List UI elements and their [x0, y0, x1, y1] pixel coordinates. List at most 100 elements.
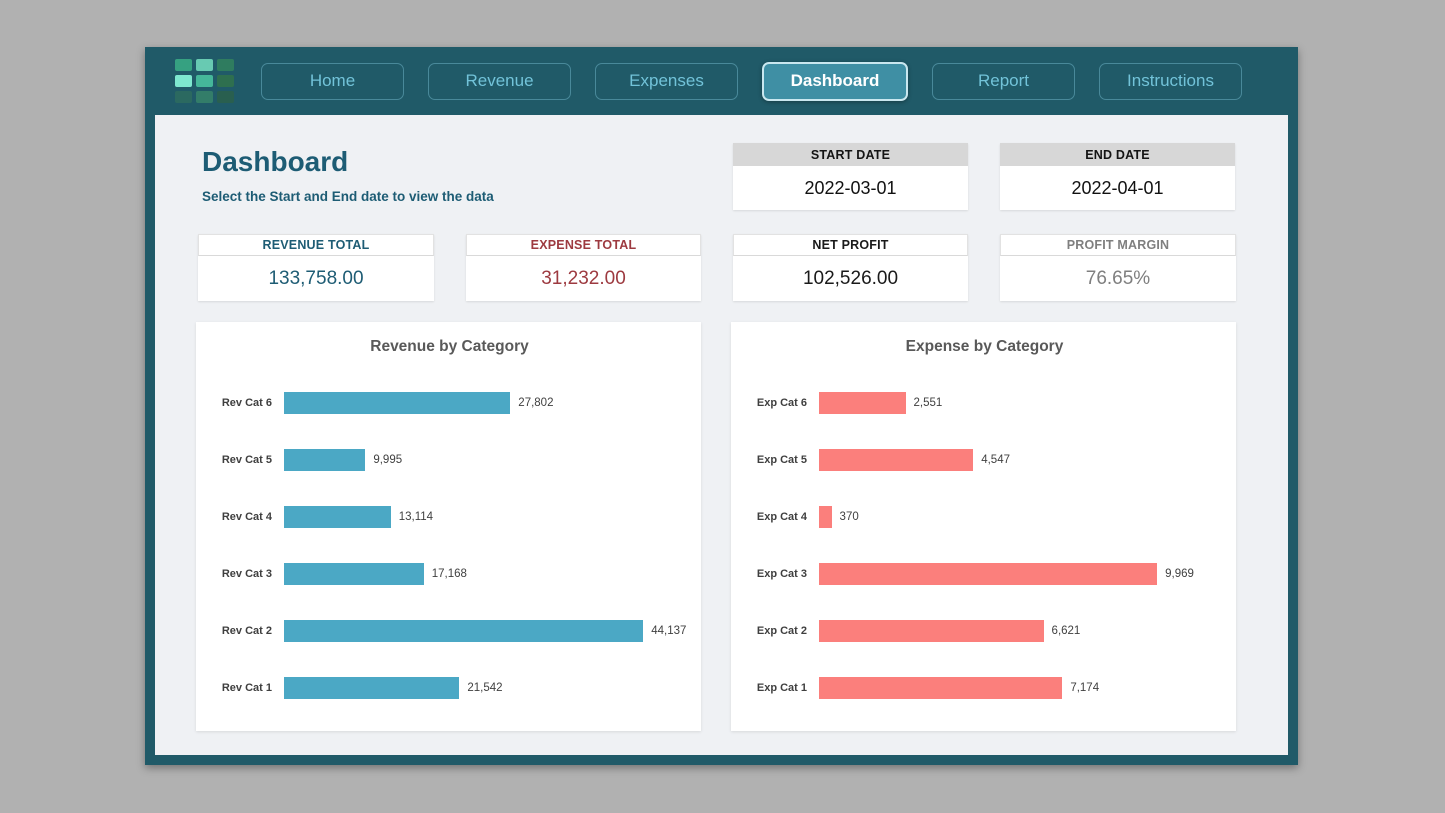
kpi-value: 133,758.00 [268, 267, 364, 289]
app-window: Home Revenue Expenses Dashboard Report Instru… [145, 47, 1298, 765]
end-date-input[interactable]: 2022-04-01 [1000, 166, 1235, 210]
logo-square [175, 75, 192, 87]
nav-button-group: Home Revenue Expenses Dashboard Report Instru… [237, 61, 1242, 101]
category-label: Rev Cat 4 [221, 510, 272, 523]
bar [819, 619, 1044, 642]
page-subtitle: Select the Start and End date to view th… [202, 189, 494, 204]
kpi-card-profit-margin: PROFIT MARGIN 76.65% [1000, 234, 1236, 301]
category-label: Rev Cat 1 [221, 681, 272, 694]
bar [284, 505, 391, 528]
chart-row: Exp Cat 5 4,547 [743, 431, 1226, 488]
bar-track: 4,547 [819, 448, 1226, 471]
chart-row: Exp Cat 4 370 [743, 488, 1226, 545]
chart-row: Rev Cat 2 44,137 [208, 602, 691, 659]
bar [819, 562, 1158, 585]
start-date-input[interactable]: 2022-03-01 [733, 166, 968, 210]
category-label: Rev Cat 2 [221, 624, 272, 637]
grid-logo-icon [175, 59, 234, 103]
chart-title: Expense by Category [905, 338, 1064, 355]
bar [819, 676, 1063, 699]
category-label: Exp Cat 4 [756, 510, 807, 523]
date-card-label: START DATE [733, 143, 968, 166]
navbar: Home Revenue Expenses Dashboard Report Instru… [145, 47, 1298, 115]
chart-row: Rev Cat 4 13,114 [208, 488, 691, 545]
kpi-value: 76.65% [1085, 267, 1151, 289]
chart-row: Rev Cat 3 17,168 [208, 545, 691, 602]
bar-value-label: 44,137 [651, 624, 687, 637]
nav-button-dashboard[interactable]: Dashboard [762, 61, 908, 101]
date-card-end: END DATE 2022-04-01 [1000, 143, 1235, 210]
logo-square [196, 59, 213, 71]
bar-value-label: 27,802 [518, 396, 554, 409]
chart-row: Exp Cat 1 7,174 [743, 659, 1226, 716]
logo-square [196, 91, 213, 103]
nav-button-report[interactable]: Report [932, 62, 1075, 100]
bar-value-label: 21,542 [467, 681, 503, 694]
bar [284, 391, 511, 414]
kpi-value: 31,232.00 [541, 267, 626, 289]
bar-track: 9,969 [819, 562, 1226, 585]
logo-square [217, 75, 234, 87]
category-label: Exp Cat 6 [756, 396, 807, 409]
category-label: Exp Cat 5 [756, 453, 807, 466]
category-label: Exp Cat 3 [756, 567, 807, 580]
nav-button-revenue[interactable]: Revenue [428, 62, 571, 100]
nav-button-expenses[interactable]: Expenses [595, 62, 738, 100]
bar [819, 505, 832, 528]
bar-value-label: 9,995 [373, 453, 403, 466]
logo-square [175, 59, 192, 71]
bar-track: 2,551 [819, 391, 1226, 414]
bar-track: 17,168 [284, 562, 691, 585]
bar-value-label: 4,547 [981, 453, 1010, 466]
bar-track: 13,114 [284, 505, 691, 528]
date-card-start: START DATE 2022-03-01 [733, 143, 968, 210]
chart-row: Exp Cat 6 2,551 [743, 374, 1226, 431]
chart-title: Revenue by Category [370, 338, 529, 355]
nav-button-instructions[interactable]: Instructions [1099, 62, 1242, 100]
category-label: Exp Cat 2 [756, 624, 807, 637]
kpi-value: 102,526.00 [802, 267, 899, 289]
bar [819, 391, 906, 414]
chart-expense-by-category: Expense by Category Exp Cat 6 2,551 Exp Cat… [731, 322, 1236, 731]
kpi-label: REVENUE TOTAL [198, 234, 434, 256]
chart-row: Rev Cat 1 21,542 [208, 659, 691, 716]
bar-value-label: 13,114 [398, 510, 434, 523]
bar [284, 676, 460, 699]
bar-value-label: 6,621 [1051, 624, 1081, 637]
bar-value-label: 370 [839, 510, 859, 523]
kpi-card-revenue-total: REVENUE TOTAL 133,758.00 [198, 234, 434, 301]
chart-row: Exp Cat 3 9,969 [743, 545, 1226, 602]
date-card-label: END DATE [1000, 143, 1235, 166]
bar-track: 21,542 [284, 676, 691, 699]
logo-square [217, 91, 234, 103]
chart-plot-area: Exp Cat 6 2,551 Exp Cat 5 4,547 Exp Cat 4 370… [743, 374, 1226, 716]
category-label: Rev Cat 3 [221, 567, 272, 580]
bar-value-label: 2,551 [913, 396, 943, 409]
bar-value-label: 17,168 [431, 567, 467, 580]
kpi-card-net-profit: NET PROFIT 102,526.00 [733, 234, 968, 301]
page-title: Dashboard [202, 146, 349, 177]
dashboard-content: Dashboard Select the Start and End date … [155, 115, 1288, 755]
chart-row: Exp Cat 2 6,621 [743, 602, 1226, 659]
chart-row: Rev Cat 5 9,995 [208, 431, 691, 488]
bar [819, 448, 974, 471]
logo-square [196, 75, 213, 87]
bar [284, 562, 424, 585]
bar [284, 619, 644, 642]
logo-square [175, 91, 192, 103]
bar-track: 9,995 [284, 448, 691, 471]
page-header: Dashboard Select the Start and End date … [202, 146, 494, 204]
chart-plot-area: Rev Cat 6 27,802 Rev Cat 5 9,995 Rev Cat 4 13… [208, 374, 691, 716]
category-label: Rev Cat 6 [221, 396, 272, 409]
bar-track: 6,621 [819, 619, 1226, 642]
category-label: Exp Cat 1 [756, 681, 807, 694]
logo-square [217, 59, 234, 71]
bar-track: 27,802 [284, 391, 691, 414]
chart-revenue-by-category: Revenue by Category Rev Cat 6 27,802 Rev Ca… [196, 322, 701, 731]
category-label: Rev Cat 5 [221, 453, 272, 466]
bar-track: 370 [819, 505, 1226, 528]
nav-button-home[interactable]: Home [261, 62, 404, 100]
kpi-label: EXPENSE TOTAL [466, 234, 701, 256]
bar [284, 448, 366, 471]
bar-track: 44,137 [284, 619, 691, 642]
